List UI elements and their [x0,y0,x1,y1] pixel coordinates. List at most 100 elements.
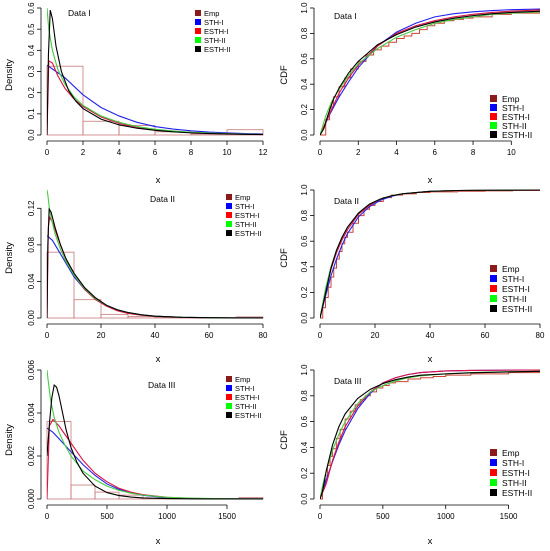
legend-label-sth-i: STH-I [235,202,255,211]
series-line-sth-i [47,235,263,319]
legend-label-sth-i: STH-I [502,274,524,284]
series-line-esth-ii [320,370,540,500]
x-tick-label: 0 [45,512,50,521]
x-tick-label: 60 [481,331,490,340]
y-tick-label: 0.6 [300,53,309,65]
legend-swatch-esth-ii [195,46,201,52]
series-line-esth-i [47,418,263,500]
x-tick-label: 12 [259,148,268,157]
legend-swatch-sth-ii [226,403,232,409]
legend-label-emp: Emp [204,9,219,18]
legend-label-sth-ii: STH-II [502,478,527,488]
x-axis: 0 2 4 6 8 10 [318,140,516,157]
x-tick-label: 40 [151,331,160,340]
series-line-esth-i [47,59,263,136]
x-tick-label: 2 [356,148,361,157]
histogram-bar [70,484,96,500]
panel-data-iii-cdf: CDF x Data III Emp STH-I ESTH-I STH-II E… [279,364,540,547]
legend-label-esth-ii: ESTH-II [204,45,231,54]
legend-label-esth-i: ESTH-I [502,284,530,294]
x-tick-label: 40 [426,331,435,340]
x-tick-label: 500 [100,512,114,521]
x-tick-label: 1500 [500,512,518,521]
x-tick-label: 0 [45,148,50,157]
legend: Emp STH-I ESTH-I STH-II ESTH-II [490,264,532,314]
x-tick-label: 1000 [437,512,455,521]
legend-label-emp: Emp [235,375,250,384]
legend-swatch-sth-ii [226,221,232,227]
x-tick-label: 20 [371,331,380,340]
panel-data-i-density: Density x Data I Emp STH-I ESTH-I STH-II… [4,2,268,186]
legend-label-sth-ii: STH-II [502,121,527,131]
legend-swatch-emp [490,95,497,102]
x-tick-label: 4 [394,148,399,157]
legend-swatch-esth-i [226,212,232,218]
y-tick-label: 0.2 [27,87,36,99]
y-tick-label: 0.6 [300,415,309,427]
y-tick-label: 0.6 [300,235,309,247]
x-tick-label: 1500 [218,512,236,521]
legend: Emp STH-I ESTH-I STH-II ESTH-II [195,9,231,54]
y-axis-title: CDF [279,430,290,450]
series-line-esth-ii [47,9,263,136]
x-axis: 0 2 4 6 8 10 12 [45,140,268,157]
legend-swatch-sth-i [226,385,232,391]
y-tick-label: 0.04 [27,273,36,289]
x-tick-label: 6 [153,148,158,157]
legend-label-esth-ii: ESTH-II [502,304,532,314]
x-tick-label: 20 [97,331,106,340]
series-line-sth-i [320,8,540,136]
x-tick-label: 500 [376,512,390,521]
y-tick-label: 0.8 [300,27,309,39]
legend-label-sth-i: STH-I [235,384,255,393]
y-tick-label: 0.2 [300,103,309,115]
legend-label-sth-i: STH-I [502,103,524,113]
y-tick-label: 0.2 [300,286,309,298]
x-tick-label: 0 [318,331,323,340]
y-tick-label: 0.0 [300,493,309,505]
legend-swatch-emp [490,449,497,456]
x-tick-label: 80 [536,331,545,340]
y-tick-label: 1.0 [300,2,309,14]
x-tick-label: 10 [223,148,232,157]
legend: Emp STH-I ESTH-I STH-II ESTH-II [226,375,262,420]
y-tick-label: 0.08 [27,237,36,253]
y-axis-title: CDF [279,248,290,268]
legend-swatch-esth-ii [490,489,497,496]
y-tick-label: 0.2 [300,467,309,479]
legend-swatch-esth-i [490,285,497,292]
y-axis: 0.0 0.2 0.4 0.6 0.8 1.0 [300,364,315,505]
y-axis-title: Density [4,424,15,456]
histogram-bar [46,65,84,136]
legend-swatch-esth-ii [490,131,497,138]
legend-label-sth-ii: STH-II [502,294,527,304]
legend-label-emp: Emp [502,448,520,458]
y-tick-label: 0.4 [27,44,36,56]
series-line-sth-ii [47,189,263,319]
x-axis-title: x [156,354,161,365]
legend-swatch-emp [226,194,232,200]
legend-swatch-sth-i [490,459,497,466]
series-line-esth-i [320,9,540,136]
y-axis: 0.0 0.2 0.4 0.6 0.8 1.0 [300,2,315,141]
legend-label-esth-ii: ESTH-II [502,488,532,498]
histogram-bar [73,299,102,319]
x-tick-label: 80 [259,331,268,340]
legend-label-emp: Emp [502,94,520,104]
legend-label-esth-ii: ESTH-II [235,229,262,238]
legend-swatch-sth-ii [490,295,497,302]
y-axis-title: Density [4,242,15,274]
series-line-sth-ii [47,369,263,500]
legend-swatch-esth-ii [226,230,232,236]
y-axis-title: Density [4,59,15,91]
x-tick-label: 1000 [158,512,176,521]
legend-label-sth-i: STH-I [502,458,524,468]
y-tick-label: 1.0 [300,184,309,196]
legend-swatch-emp [226,376,232,382]
y-tick-label: 0.1 [27,108,36,120]
series-line-esth-i [320,369,540,500]
y-tick-label: 0.8 [300,390,309,402]
legend-swatch-sth-ii [490,479,497,486]
legend-label-esth-i: ESTH-I [502,468,530,478]
